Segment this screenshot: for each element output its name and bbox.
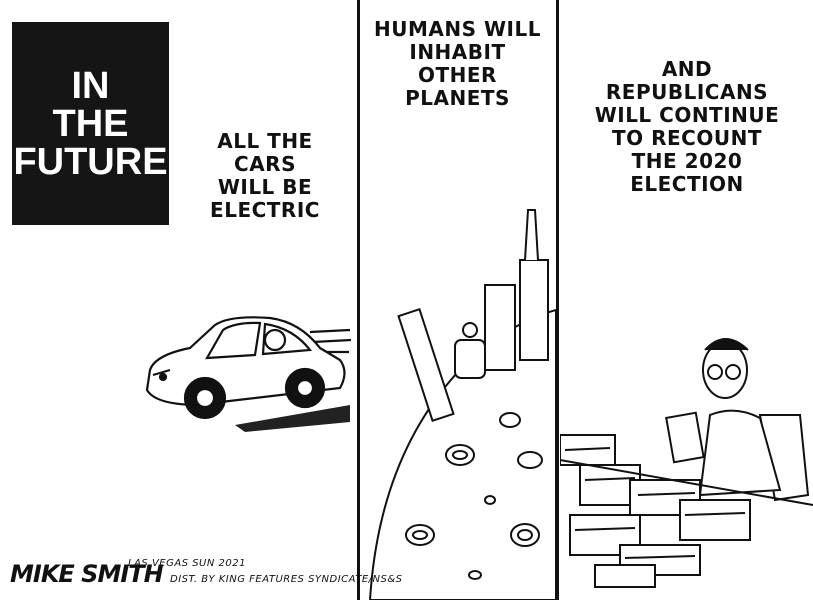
man-recounting-illustration [560,338,813,588]
caption-line: REPUBLICANS [605,80,769,104]
caption-line: PLANETS [405,86,510,110]
panel-divider-2 [556,0,559,600]
caption-line: THE 2020 [631,149,743,173]
panel2-caption: HUMANS WILL INHABIT OTHER PLANETS [365,18,550,110]
caption-line: AND [661,57,713,81]
caption-line: INHABIT [409,40,506,64]
panel-divider-1 [357,0,360,600]
caption-line: WILL BE [217,175,313,199]
caption-line: CARS [234,152,296,176]
artist-signature: MIKE SMITH [10,560,164,588]
caption-line: TO RECOUNT [612,126,762,150]
credit-line-1: LAS VEGAS SUN 2021 [128,558,246,569]
caption-line: ALL THE [217,129,313,153]
caption-line: HUMANS WILL [374,17,541,41]
caption-line: ELECTRIC [210,198,320,222]
caption-line: ELECTION [630,172,744,196]
caption-line: OTHER [418,63,497,87]
title-line-3: FUTURE [13,140,168,183]
credit-line-2: DIST. BY KING FEATURES SYNDICATE/NS&S [170,574,403,585]
title-box: IN THE FUTURE [12,22,169,225]
panel1-caption: ALL THE CARS WILL BE ELECTRIC [190,130,340,222]
planet-illustration [368,209,556,600]
caption-line: WILL CONTINUE [594,103,780,127]
electric-car-illustration [145,316,352,432]
title-line-2: THE [52,102,129,145]
panel3-caption: AND REPUBLICANS WILL CONTINUE TO RECOUNT… [572,58,802,196]
title-line-1: IN [71,64,110,107]
